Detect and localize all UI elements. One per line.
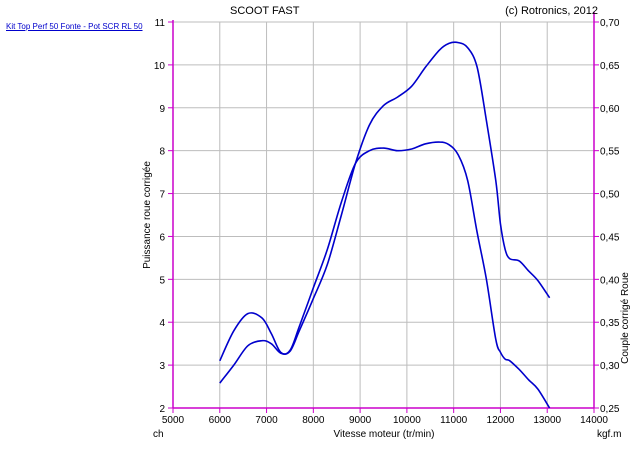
- right-tick-label: 0,35: [600, 318, 620, 329]
- left-tick-label: 8: [159, 147, 165, 158]
- right-tick-label: 0,30: [600, 361, 620, 372]
- right-tick-label: 0,25: [600, 404, 620, 415]
- x-tick-label: 9000: [349, 415, 372, 426]
- x-tick-label: 5000: [162, 415, 185, 426]
- left-tick-label: 11: [155, 18, 166, 29]
- left-tick-label: 5: [159, 275, 165, 286]
- right-unit-label: kgf.m: [597, 429, 621, 440]
- legend-link[interactable]: Kit Top Perf 50 Fonte - Pot SCR RL 50: [6, 22, 143, 31]
- right-tick-label: 0,65: [600, 61, 620, 72]
- x-tick-label: 11000: [440, 415, 468, 426]
- right-tick-label: 0,45: [600, 232, 620, 243]
- chart-title: SCOOT FAST: [230, 5, 300, 17]
- series-layer: [219, 41, 551, 409]
- right-tick-label: 0,70: [600, 18, 620, 29]
- left-tick-label: 9: [159, 104, 165, 115]
- x-tick-label: 14000: [580, 415, 608, 426]
- x-tick-label: 6000: [209, 415, 232, 426]
- grid: [172, 21, 595, 409]
- x-tick-label: 13000: [533, 415, 561, 426]
- torque-curve: [219, 141, 551, 409]
- left-tick-label: 7: [159, 190, 165, 201]
- right-tick-label: 0,55: [600, 147, 620, 158]
- x-axis-label: Vitesse moteur (tr/min): [334, 429, 435, 440]
- left-tick-label: 4: [159, 318, 165, 329]
- x-tick-label: 10000: [393, 415, 421, 426]
- x-tick-label: 8000: [302, 415, 325, 426]
- left-tick-label: 3: [159, 361, 165, 372]
- right-axis-label: Couple corrigé Roue: [620, 272, 631, 364]
- left-tick-label: 6: [159, 232, 165, 243]
- copyright: (c) Rotronics, 2012: [505, 5, 598, 17]
- right-tick-label: 0,60: [600, 104, 620, 115]
- left-axis-label: Puissance roue corrigée: [142, 161, 153, 269]
- axes: 5000 6000 7000 8000 9000 10000 11000 12000 13000…: [154, 12, 620, 426]
- left-tick-label: 2: [159, 404, 165, 415]
- right-tick-label: 0,50: [600, 190, 620, 201]
- left-tick-label: 10: [154, 61, 166, 72]
- x-tick-label: 7000: [255, 415, 278, 426]
- x-tick-label: 12000: [487, 415, 515, 426]
- left-unit-label: ch: [153, 429, 164, 440]
- right-tick-label: 0,40: [600, 275, 620, 286]
